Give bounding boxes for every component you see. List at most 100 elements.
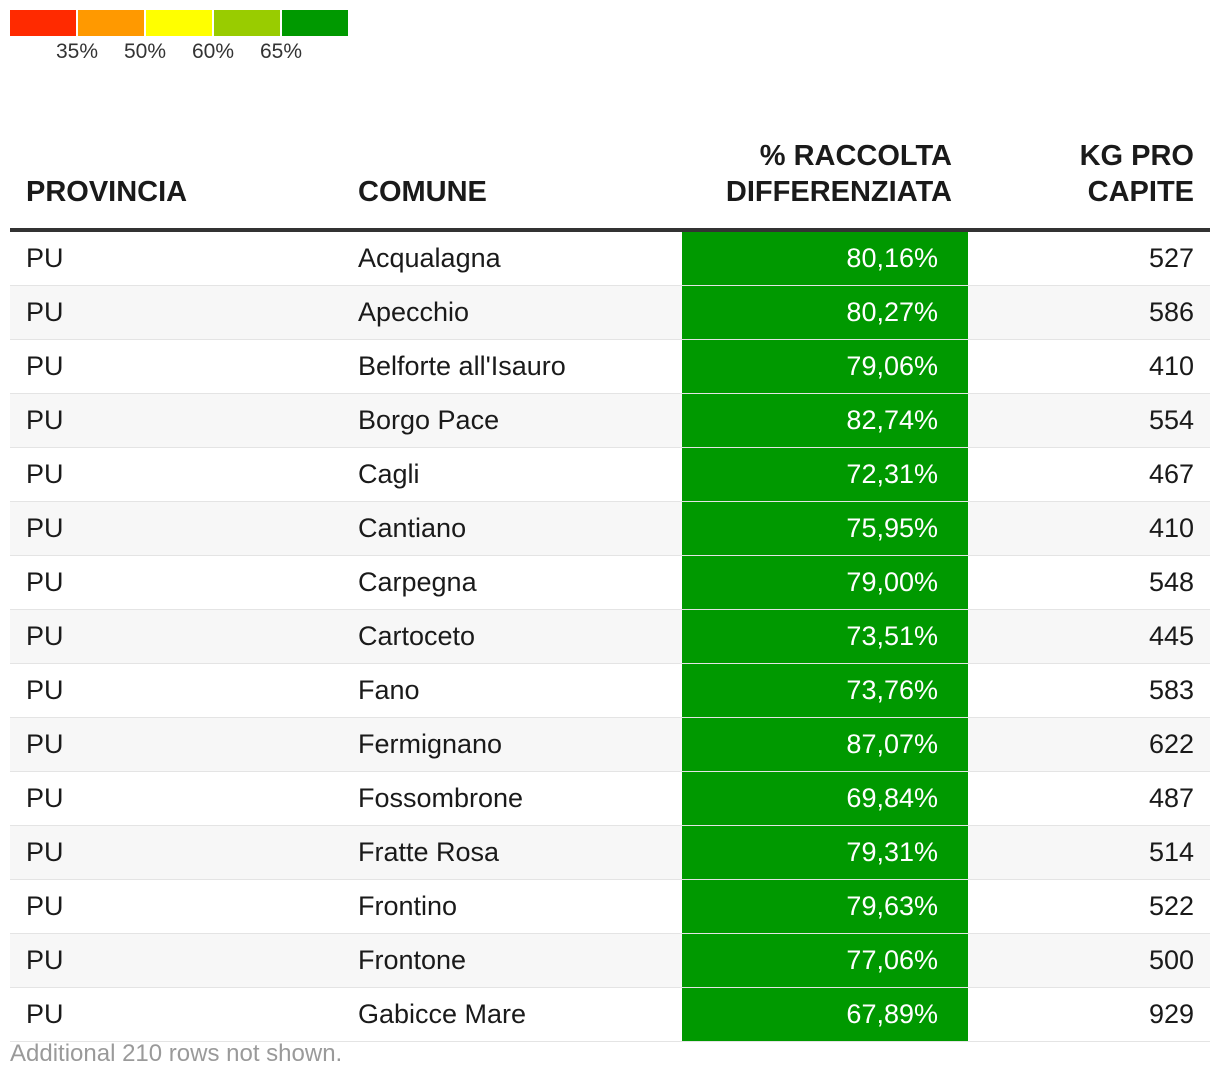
cell-raccolta-differenziata: 82,74% [682,393,968,448]
legend-labels: 35% 50% 60% 65% [10,36,350,66]
cell-provincia: PU [10,393,342,448]
table-row: PU Cantiano 75,95% 410 [10,501,1210,556]
header-pct-line1: % RACCOLTA [759,140,952,172]
cell-comune: Apecchio [342,285,682,340]
table-row: PU Carpegna 79,00% 548 [10,555,1210,610]
legend-threshold-label: 60% [191,40,235,63]
cell-comune: Fermignano [342,717,682,772]
header-kg-line1: KG PRO [1079,140,1194,172]
cell-raccolta-differenziata: 80,27% [682,285,968,340]
cell-provincia: PU [10,609,342,664]
cell-provincia: PU [10,285,342,340]
cell-kg-pro-capite: 410 [968,501,1210,556]
cell-provincia: PU [10,663,342,718]
cell-kg-pro-capite: 522 [968,879,1210,934]
cell-comune: Acqualagna [342,230,682,286]
cell-kg-pro-capite: 410 [968,339,1210,394]
cell-kg-pro-capite: 583 [968,663,1210,718]
cell-comune: Cagli [342,447,682,502]
cell-comune: Borgo Pace [342,393,682,448]
cell-kg-pro-capite: 586 [968,285,1210,340]
cell-provincia: PU [10,717,342,772]
cell-raccolta-differenziata: 79,06% [682,339,968,394]
table-header: PROVINCIA COMUNE % RACCOLTA DIFFERENZIAT… [10,116,1210,232]
cell-raccolta-differenziata: 75,95% [682,501,968,556]
cell-kg-pro-capite: 622 [968,717,1210,772]
legend-swatch [10,10,76,36]
legend-swatch [78,10,144,36]
cell-comune: Fossombrone [342,771,682,826]
table-body: PU Acqualagna 80,16% 527 PU Apecchio 80,27% 586… [10,230,1210,1042]
cell-comune: Fratte Rosa [342,825,682,880]
cell-kg-pro-capite: 467 [968,447,1210,502]
table-row: PU Borgo Pace 82,74% 554 [10,393,1210,448]
cell-comune: Gabicce Mare [342,987,682,1042]
cell-raccolta-differenziata: 72,31% [682,447,968,502]
header-kg-line2: CAPITE [1087,176,1194,208]
table-row: PU Gabicce Mare 67,89% 929 [10,987,1210,1042]
cell-kg-pro-capite: 527 [968,230,1210,286]
header-pct-line2: DIFFERENZIATA [725,176,952,208]
column-header-kg-pro-capite[interactable]: KG PRO CAPITE [968,116,1210,232]
column-header-comune[interactable]: COMUNE [342,116,682,232]
cell-comune: Carpegna [342,555,682,610]
column-header-raccolta-differenziata[interactable]: % RACCOLTA DIFFERENZIATA [682,116,968,232]
cell-provincia: PU [10,825,342,880]
legend-threshold-label: 50% [123,40,167,63]
cell-raccolta-differenziata: 79,63% [682,879,968,934]
cell-provincia: PU [10,501,342,556]
table-row: PU Fratte Rosa 79,31% 514 [10,825,1210,880]
cell-comune: Cartoceto [342,609,682,664]
header-comune-label: COMUNE [358,176,487,208]
cell-comune: Frontone [342,933,682,988]
legend-threshold-label: 35% [55,40,99,63]
table-row: PU Fermignano 87,07% 622 [10,717,1210,772]
legend-swatch [214,10,280,36]
cell-raccolta-differenziata: 77,06% [682,933,968,988]
cell-raccolta-differenziata: 69,84% [682,771,968,826]
cell-provincia: PU [10,555,342,610]
cell-raccolta-differenziata: 73,76% [682,663,968,718]
table-row: PU Fossombrone 69,84% 487 [10,771,1210,826]
table-row: PU Belforte all'Isauro 79,06% 410 [10,339,1210,394]
footnote: Additional 210 rows not shown. [10,1040,343,1067]
cell-comune: Cantiano [342,501,682,556]
cell-kg-pro-capite: 554 [968,393,1210,448]
legend-swatch [146,10,212,36]
cell-kg-pro-capite: 548 [968,555,1210,610]
table-row: PU Acqualagna 80,16% 527 [10,230,1210,286]
cell-provincia: PU [10,987,342,1042]
data-table: PROVINCIA COMUNE % RACCOLTA DIFFERENZIAT… [10,116,1210,1042]
table-row: PU Frontino 79,63% 522 [10,879,1210,934]
cell-comune: Fano [342,663,682,718]
cell-kg-pro-capite: 487 [968,771,1210,826]
cell-provincia: PU [10,879,342,934]
cell-raccolta-differenziata: 80,16% [682,230,968,286]
table-row: PU Fano 73,76% 583 [10,663,1210,718]
cell-provincia: PU [10,447,342,502]
cell-raccolta-differenziata: 87,07% [682,717,968,772]
legend-swatches [10,10,350,36]
cell-provincia: PU [10,771,342,826]
legend-threshold-label: 65% [259,40,303,63]
color-legend: 35% 50% 60% 65% [10,10,350,66]
cell-kg-pro-capite: 500 [968,933,1210,988]
legend-swatch [282,10,348,36]
cell-raccolta-differenziata: 79,31% [682,825,968,880]
cell-provincia: PU [10,230,342,286]
table-row: PU Apecchio 80,27% 586 [10,285,1210,340]
cell-raccolta-differenziata: 67,89% [682,987,968,1042]
cell-raccolta-differenziata: 79,00% [682,555,968,610]
header-provincia-label: PROVINCIA [26,176,188,208]
header-row: PROVINCIA COMUNE % RACCOLTA DIFFERENZIAT… [10,116,1210,232]
cell-kg-pro-capite: 514 [968,825,1210,880]
cell-kg-pro-capite: 445 [968,609,1210,664]
cell-comune: Frontino [342,879,682,934]
cell-raccolta-differenziata: 73,51% [682,609,968,664]
cell-provincia: PU [10,933,342,988]
table-row: PU Cartoceto 73,51% 445 [10,609,1210,664]
column-header-provincia[interactable]: PROVINCIA [10,116,342,232]
table-row: PU Frontone 77,06% 500 [10,933,1210,988]
cell-comune: Belforte all'Isauro [342,339,682,394]
cell-provincia: PU [10,339,342,394]
